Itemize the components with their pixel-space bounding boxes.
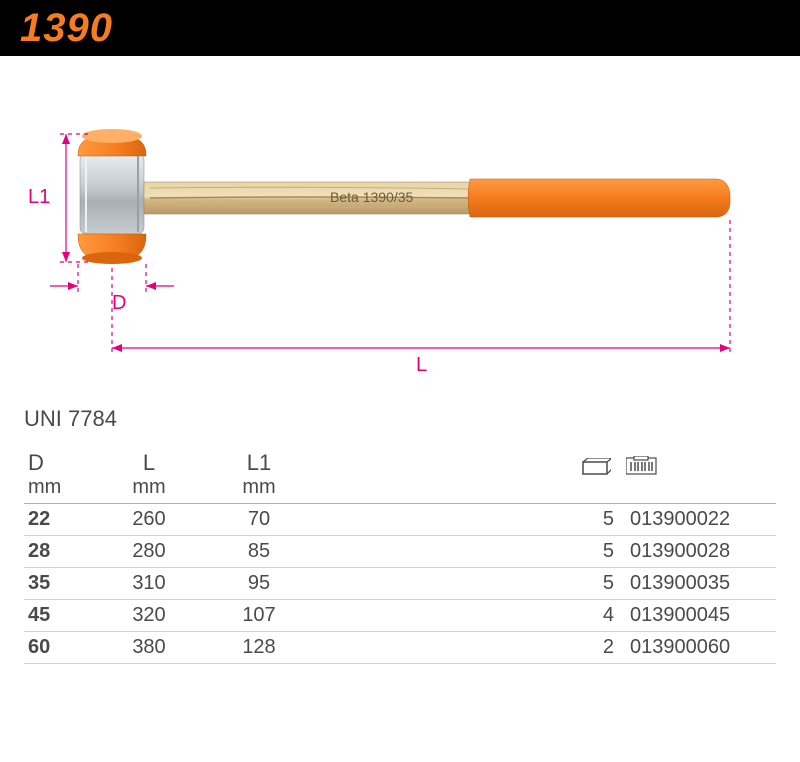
product-diagram: Beta 1390/35 L1 D L [0, 86, 800, 386]
cell-l1: 128 [204, 632, 314, 664]
title-bar: 1390 [0, 0, 800, 56]
cell-l: 310 [94, 568, 204, 600]
table-row: 2828085 5013900028 [24, 536, 776, 568]
unit-d: mm [24, 476, 94, 504]
header-l1: L1 [204, 442, 314, 476]
dimension-label-d: D [112, 292, 126, 315]
box-icon [581, 458, 611, 476]
table-header-symbols: D L L1 [24, 442, 776, 476]
cell-code: 013900022 [626, 504, 776, 536]
cell-qty: 5 [566, 536, 626, 568]
cell-qty: 4 [566, 600, 626, 632]
unit-l: mm [94, 476, 204, 504]
table-row: 60380128 2013900060 [24, 632, 776, 664]
cell-qty: 2 [566, 632, 626, 664]
cell-d: 45 [24, 600, 94, 632]
header-qty-icon [566, 442, 626, 476]
unit-l1: mm [204, 476, 314, 504]
dimension-label-l: L [416, 354, 427, 377]
product-code-title: 1390 [20, 6, 113, 51]
cell-code: 013900028 [626, 536, 776, 568]
table-row: 3531095 5013900035 [24, 568, 776, 600]
cell-code: 013900060 [626, 632, 776, 664]
cell-qty: 5 [566, 504, 626, 536]
table-header-units: mm mm mm [24, 476, 776, 504]
cell-l: 260 [94, 504, 204, 536]
cell-d: 22 [24, 504, 94, 536]
hammer-illustration: Beta 1390/35 [0, 86, 800, 386]
cell-code: 013900045 [626, 600, 776, 632]
header-code-icon [626, 442, 776, 476]
cell-l: 380 [94, 632, 204, 664]
barcode-icon [626, 456, 660, 476]
cell-d: 28 [24, 536, 94, 568]
cell-d: 60 [24, 632, 94, 664]
table-row: 45320107 4013900045 [24, 600, 776, 632]
cell-qty: 5 [566, 568, 626, 600]
header-l: L [94, 442, 204, 476]
spec-table: D L L1 [24, 442, 776, 664]
cell-l1: 70 [204, 504, 314, 536]
cell-d: 35 [24, 568, 94, 600]
header-d: D [24, 442, 94, 476]
dimension-label-l1: L1 [28, 186, 50, 209]
spec-table-wrap: D L L1 [24, 442, 776, 664]
cell-l1: 107 [204, 600, 314, 632]
cell-l1: 85 [204, 536, 314, 568]
table-row: 2226070 5013900022 [24, 504, 776, 536]
handle-brand-text: Beta 1390/35 [330, 189, 414, 205]
cell-l: 320 [94, 600, 204, 632]
cell-l1: 95 [204, 568, 314, 600]
cell-l: 280 [94, 536, 204, 568]
standard-reference: UNI 7784 [24, 406, 800, 432]
cell-code: 013900035 [626, 568, 776, 600]
